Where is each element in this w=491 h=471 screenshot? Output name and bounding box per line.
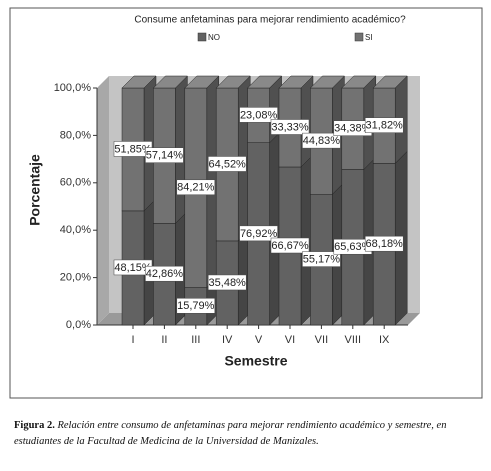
value-label-box [364, 117, 404, 133]
value-label-box [207, 156, 247, 172]
caption-label: Figura 2. [14, 420, 55, 431]
value-label: 48,15% [114, 262, 152, 274]
value-label: 57,14% [146, 150, 184, 162]
value-label: 76,92% [240, 228, 278, 240]
value-label: 51,85% [114, 143, 152, 155]
value-label-box [145, 265, 184, 282]
x-tick-label: VIII [345, 334, 362, 346]
value-label-box [302, 251, 341, 267]
value-label: 65,63% [334, 241, 372, 253]
x-tick-label: VII [315, 334, 328, 346]
bar-top [246, 75, 283, 89]
side-wall [97, 76, 109, 325]
value-label-box [270, 119, 310, 135]
x-tick-label: I [131, 334, 134, 346]
x-axis-title: Semestre [224, 353, 287, 369]
value-label: 34,38% [334, 123, 372, 135]
legend-swatch [354, 32, 364, 42]
value-label: 68,18% [366, 238, 404, 250]
bar-top [341, 75, 377, 89]
value-label: 55,17% [303, 254, 341, 266]
bar-top [152, 75, 189, 89]
value-label-box [270, 237, 310, 254]
x-tick-label: III [191, 334, 200, 346]
chart: Consume anfetaminas para mejorar rendimi… [9, 7, 483, 399]
value-label-box [364, 235, 404, 252]
bar-top [215, 75, 251, 89]
caption-text: Relación entre consumo de anfetaminas pa… [14, 420, 447, 447]
y-axis-title: Porcentaje [27, 154, 43, 226]
value-label: 42,86% [146, 268, 184, 280]
x-tick-label: IX [379, 334, 390, 346]
value-label-box [239, 107, 278, 123]
value-label: 35,48% [209, 277, 247, 289]
legend-label: SI [365, 33, 373, 42]
bar-top [184, 75, 220, 89]
caption: Figura 2. Relación entre consumo de anfe… [14, 418, 482, 450]
chart-title: Consume anfetaminas para mejorar rendimi… [134, 15, 406, 26]
value-label-box [207, 274, 247, 291]
value-label: 23,08% [240, 109, 278, 121]
y-tick-label: 60,0% [60, 177, 91, 189]
y-tick-label: 0,0% [66, 319, 91, 331]
x-tick-label: V [255, 334, 263, 346]
y-tick-label: 100,0% [54, 82, 92, 94]
y-tick-label: 20,0% [60, 272, 91, 284]
legend-label: NO [208, 33, 220, 42]
value-label-box [239, 225, 278, 242]
y-tick-label: 40,0% [60, 224, 91, 236]
value-label: 15,79% [177, 300, 215, 312]
value-label-box [176, 298, 216, 314]
bar-top [372, 75, 408, 89]
bar-top [121, 75, 157, 89]
bar-top [309, 75, 346, 89]
value-label: 33,33% [271, 121, 309, 133]
value-label: 64,52% [209, 158, 247, 170]
value-label-box [302, 132, 341, 149]
bar-top [278, 75, 314, 89]
y-tick-label: 80,0% [60, 129, 91, 141]
value-label: 44,83% [303, 135, 341, 147]
value-label: 84,21% [177, 182, 215, 194]
x-tick-label: IV [222, 334, 233, 346]
legend-swatch [197, 32, 207, 42]
value-label: 31,82% [366, 120, 404, 132]
value-label: 66,67% [271, 240, 309, 252]
x-tick-label: II [161, 334, 167, 346]
value-label-box [145, 147, 184, 163]
x-tick-label: VI [285, 334, 295, 346]
value-label-box [176, 179, 216, 196]
